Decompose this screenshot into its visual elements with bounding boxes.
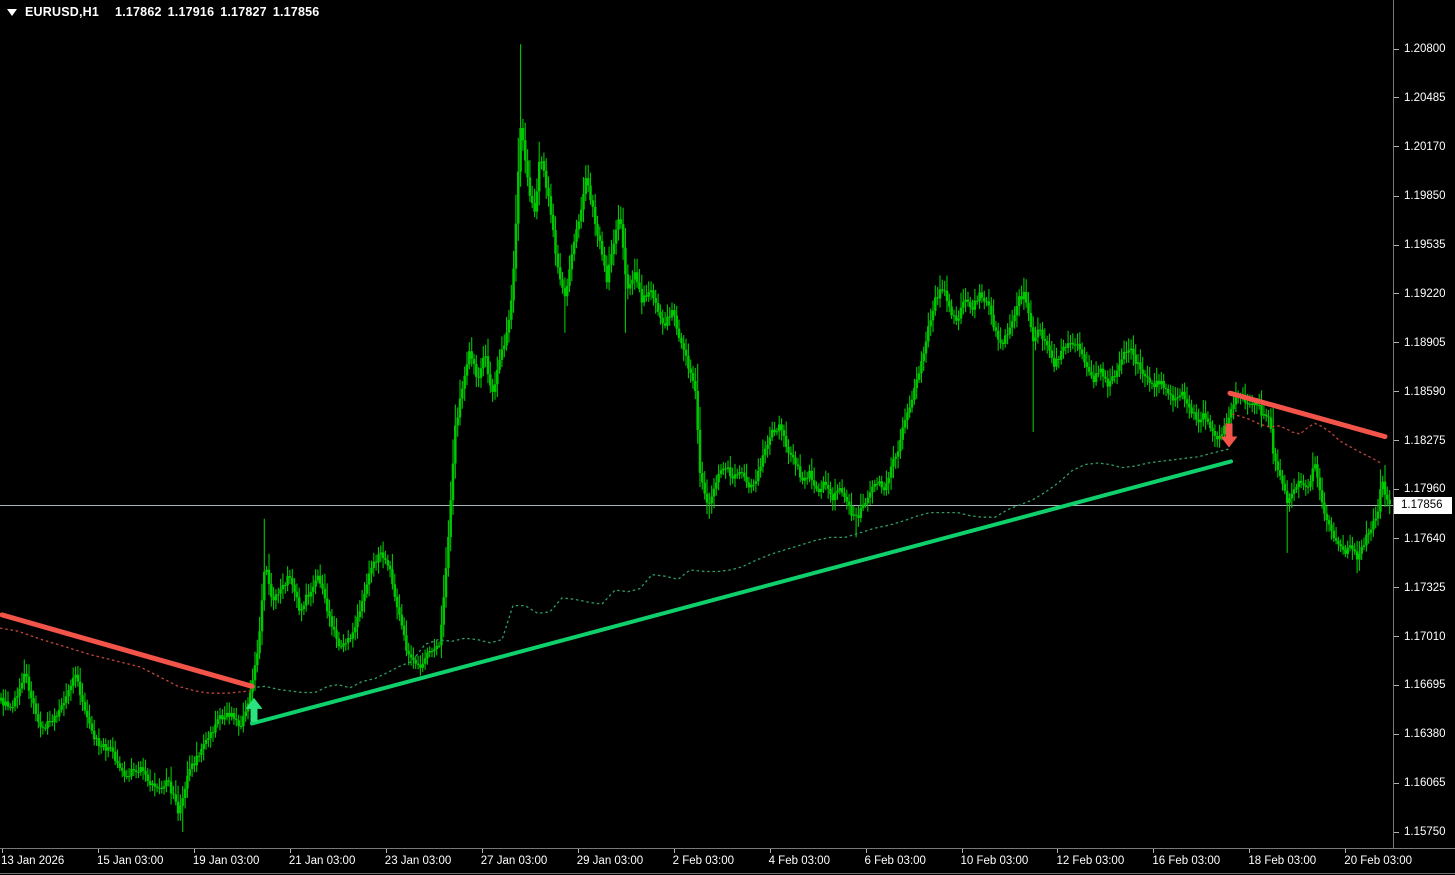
time-tick-mark bbox=[1057, 849, 1059, 853]
price-tick-mark bbox=[1394, 244, 1399, 246]
time-tick-mark bbox=[865, 849, 867, 853]
trailing-stop-sell-right-dotted-line bbox=[1231, 413, 1383, 465]
time-tick-label: 13 Jan 2026 bbox=[1, 855, 65, 867]
time-tick-label: 21 Jan 03:00 bbox=[288, 855, 356, 867]
time-tick-label: 10 Feb 03:00 bbox=[960, 855, 1029, 867]
price-tick-mark bbox=[1394, 538, 1399, 540]
price-tick-mark bbox=[1394, 733, 1399, 735]
time-tick-mark bbox=[1249, 849, 1251, 853]
price-tick-mark bbox=[1394, 146, 1399, 148]
price-tick-label: 1.17640 bbox=[1404, 532, 1446, 545]
price-tick-label: 1.17010 bbox=[1404, 630, 1446, 643]
price-tick-label: 1.16695 bbox=[1404, 679, 1446, 692]
support-line-rising[interactable] bbox=[250, 459, 1233, 726]
time-tick-mark bbox=[1153, 849, 1155, 853]
ohlc-high-value: 1.17916 bbox=[167, 5, 215, 19]
time-tick-label: 23 Jan 03:00 bbox=[384, 855, 452, 867]
time-tick-mark bbox=[481, 849, 483, 853]
time-tick-label: 20 Feb 03:00 bbox=[1344, 855, 1413, 867]
time-tick-label: 29 Jan 03:00 bbox=[576, 855, 644, 867]
price-tick-mark bbox=[1394, 391, 1399, 393]
price-tick-label: 1.18590 bbox=[1404, 385, 1446, 398]
price-tick-mark bbox=[1394, 195, 1399, 197]
price-tick-label: 1.17960 bbox=[1404, 483, 1446, 496]
price-tick-label: 1.17325 bbox=[1404, 581, 1446, 594]
price-tick-mark bbox=[1394, 293, 1399, 295]
chart-title: EURUSD,H1 1.17862 1.17916 1.17827 1.1785… bbox=[7, 5, 319, 19]
price-tick-label: 1.16065 bbox=[1404, 777, 1446, 790]
time-tick-label: 19 Jan 03:00 bbox=[192, 855, 260, 867]
price-tick-mark bbox=[1394, 636, 1399, 638]
price-tick-label: 1.16380 bbox=[1404, 728, 1446, 741]
sell-signal-arrow[interactable] bbox=[1220, 423, 1238, 448]
time-tick-label: 4 Feb 03:00 bbox=[768, 855, 830, 867]
price-tick-label: 1.20800 bbox=[1404, 43, 1446, 55]
price-tick-mark bbox=[1394, 48, 1399, 50]
ohlc-open-value: 1.17862 bbox=[115, 5, 162, 19]
window-bottom-edge bbox=[0, 873, 1455, 874]
time-tick-mark bbox=[577, 849, 579, 853]
buy-signal-arrow[interactable] bbox=[245, 697, 263, 722]
chart-plot-area[interactable] bbox=[0, 0, 1393, 848]
price-tick-label: 1.20170 bbox=[1404, 140, 1446, 153]
time-tick-mark bbox=[961, 849, 963, 853]
resistance-line-left[interactable] bbox=[0, 612, 255, 689]
price-tick-mark bbox=[1394, 587, 1399, 589]
time-tick-label: 12 Feb 03:00 bbox=[1056, 855, 1125, 867]
time-tick-mark bbox=[385, 849, 387, 853]
time-tick-label: 27 Jan 03:00 bbox=[480, 855, 548, 867]
ohlc-close-value: 1.17856 bbox=[272, 5, 320, 19]
symbol-timeframe-label: EURUSD,H1 bbox=[25, 5, 100, 19]
price-tick-mark bbox=[1394, 831, 1399, 833]
time-tick-label: 15 Jan 03:00 bbox=[96, 855, 164, 867]
price-tick-mark bbox=[1394, 440, 1399, 441]
time-tick-label: 18 Feb 03:00 bbox=[1248, 855, 1317, 867]
price-tick-mark bbox=[1394, 684, 1399, 686]
price-tick-label: 1.20485 bbox=[1404, 91, 1446, 104]
time-tick-mark bbox=[289, 849, 291, 853]
resistance-line-right[interactable] bbox=[1227, 390, 1388, 440]
price-tick-mark bbox=[1394, 97, 1399, 99]
time-tick-mark bbox=[2, 849, 3, 853]
time-tick-mark bbox=[1345, 849, 1347, 853]
time-tick-label: 16 Feb 03:00 bbox=[1152, 855, 1221, 867]
time-tick-mark bbox=[193, 849, 195, 853]
price-tick-label: 1.18275 bbox=[1404, 434, 1446, 447]
time-tick-mark bbox=[673, 849, 675, 853]
trailing-stop-sell-left-dotted-line bbox=[0, 627, 251, 694]
time-tick-mark bbox=[769, 849, 771, 853]
dropdown-triangle-icon bbox=[7, 8, 17, 16]
price-axis[interactable]: 1.17856 1.20800 1.20485 1.20170 1.19850 1.19… bbox=[1393, 0, 1455, 848]
price-tick-mark bbox=[1394, 782, 1399, 784]
price-tick-label: 1.19220 bbox=[1404, 287, 1446, 300]
time-tick-label: 2 Feb 03:00 bbox=[672, 855, 735, 867]
candles-layer bbox=[0, 44, 1391, 832]
price-tick-label: 1.18905 bbox=[1404, 336, 1446, 349]
price-tick-label: 1.15750 bbox=[1404, 826, 1446, 838]
price-tick-label: 1.19535 bbox=[1404, 239, 1446, 252]
trailing-stop-buy-dotted-line bbox=[251, 448, 1230, 694]
price-tick-mark bbox=[1394, 488, 1399, 490]
price-tick-mark bbox=[1394, 342, 1399, 344]
time-tick-label: 6 Feb 03:00 bbox=[864, 855, 926, 867]
time-tick-mark bbox=[97, 849, 99, 853]
price-tick-label: 1.19850 bbox=[1404, 190, 1446, 203]
current-price-label: 1.17856 bbox=[1394, 496, 1452, 514]
ohlc-low-value: 1.17827 bbox=[220, 5, 267, 19]
time-axis[interactable]: 13 Jan 2026 15 Jan 03:00 19 Jan 03:00 21 Ja… bbox=[0, 848, 1455, 873]
